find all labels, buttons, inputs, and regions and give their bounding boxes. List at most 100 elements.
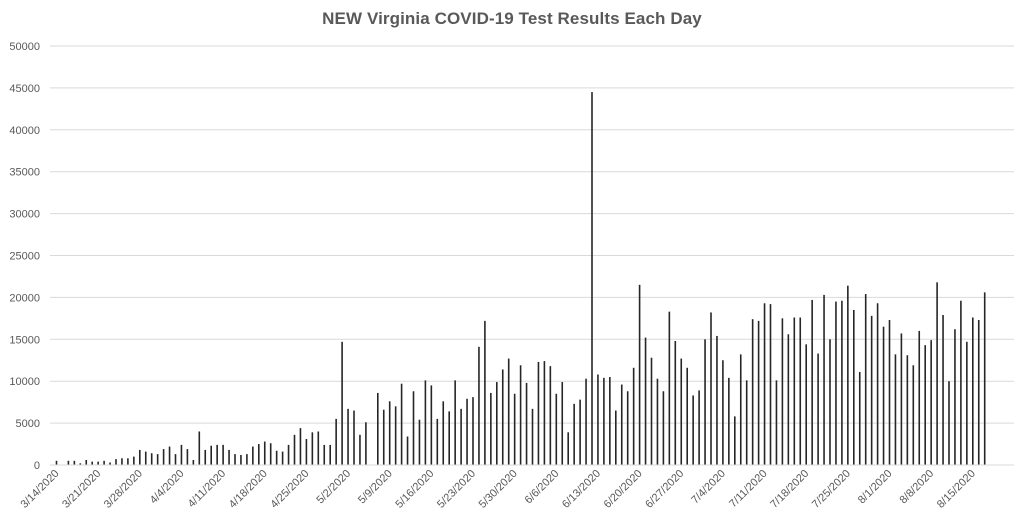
y-axis-tick-labels: 0 5000 10000 15000 20000 25000 30000 35000 40000… <box>9 41 40 472</box>
y-tick-label: 40000 <box>9 125 40 137</box>
bar <box>549 366 552 465</box>
x-tick-label: 6/20/2020 <box>602 468 645 511</box>
bar <box>258 444 260 465</box>
bar <box>811 299 813 465</box>
bar <box>924 345 926 465</box>
bar <box>347 408 349 465</box>
bars <box>55 92 986 465</box>
bar <box>97 461 99 465</box>
bar <box>496 382 498 465</box>
bar <box>103 460 105 465</box>
bar <box>424 380 427 465</box>
bar <box>739 354 742 465</box>
bar <box>109 462 111 465</box>
bar <box>626 391 629 465</box>
bar <box>615 410 617 465</box>
x-tick-label: 3/14/2020 <box>19 468 62 511</box>
bar <box>281 451 284 465</box>
bar <box>174 454 177 465</box>
bar <box>329 444 331 465</box>
bar <box>388 401 391 465</box>
bar <box>115 459 117 465</box>
x-tick-label: 6/13/2020 <box>560 468 603 511</box>
x-tick-label: 4/18/2020 <box>227 468 270 511</box>
bar <box>882 326 885 465</box>
bar <box>966 341 968 465</box>
bar <box>835 301 837 465</box>
bar <box>507 358 510 465</box>
bar <box>525 382 528 465</box>
bar <box>704 339 706 465</box>
bar <box>293 434 296 465</box>
bar <box>888 320 891 465</box>
bar <box>555 393 558 465</box>
bar <box>722 360 724 465</box>
x-tick-label: 7/4/2020 <box>689 468 728 507</box>
x-tick-label: 5/23/2020 <box>435 468 478 511</box>
bar <box>609 377 611 465</box>
bar <box>299 428 302 465</box>
bar <box>823 294 825 465</box>
y-tick-label: 15000 <box>9 334 40 346</box>
bar <box>150 453 153 465</box>
y-tick-label: 10000 <box>9 376 40 388</box>
gridlines <box>50 45 1014 424</box>
bar <box>73 460 76 465</box>
bar <box>680 358 683 465</box>
bar <box>418 419 421 465</box>
bar <box>454 380 456 465</box>
bar <box>156 454 159 465</box>
bar <box>365 422 367 465</box>
bar <box>632 367 635 465</box>
bar <box>841 300 843 465</box>
bar <box>912 365 915 465</box>
bar <box>490 392 492 465</box>
bar <box>353 410 355 465</box>
x-tick-label: 3/28/2020 <box>102 468 145 511</box>
bar <box>162 449 165 465</box>
bar <box>305 439 308 465</box>
bar <box>275 450 278 465</box>
bar <box>537 361 540 465</box>
bar <box>674 340 677 465</box>
bar <box>287 444 290 465</box>
x-tick-label: 7/25/2020 <box>810 468 853 511</box>
x-tick-label: 3/21/2020 <box>60 468 103 511</box>
bar <box>620 384 623 465</box>
bar <box>573 403 575 465</box>
bar <box>460 408 462 465</box>
bar <box>269 443 272 465</box>
bar <box>597 374 599 465</box>
x-tick-label: 4/25/2020 <box>268 468 311 511</box>
bar <box>686 367 688 465</box>
x-tick-label: 8/1/2020 <box>856 468 895 507</box>
bar <box>805 344 807 465</box>
bar <box>323 444 326 465</box>
bar <box>133 456 135 465</box>
bar <box>216 444 218 465</box>
bar <box>222 444 224 465</box>
bar <box>144 451 147 465</box>
bar <box>234 454 236 465</box>
bar <box>519 365 522 465</box>
bar <box>894 354 897 465</box>
y-tick-label: 0 <box>34 460 40 472</box>
bar <box>406 436 409 465</box>
bar <box>204 449 207 465</box>
bar <box>900 333 903 465</box>
bar <box>847 285 849 465</box>
bar <box>972 317 974 465</box>
bar <box>781 318 784 465</box>
x-tick-label: 6/6/2020 <box>523 468 562 507</box>
bar <box>377 392 379 465</box>
bar <box>472 397 474 465</box>
y-tick-label: 45000 <box>9 83 40 95</box>
bar <box>906 355 909 465</box>
x-tick-label: 7/18/2020 <box>768 468 811 511</box>
bar <box>603 377 605 465</box>
bar <box>263 441 266 465</box>
bar <box>876 303 879 465</box>
bar <box>67 460 70 465</box>
bar <box>311 432 314 465</box>
